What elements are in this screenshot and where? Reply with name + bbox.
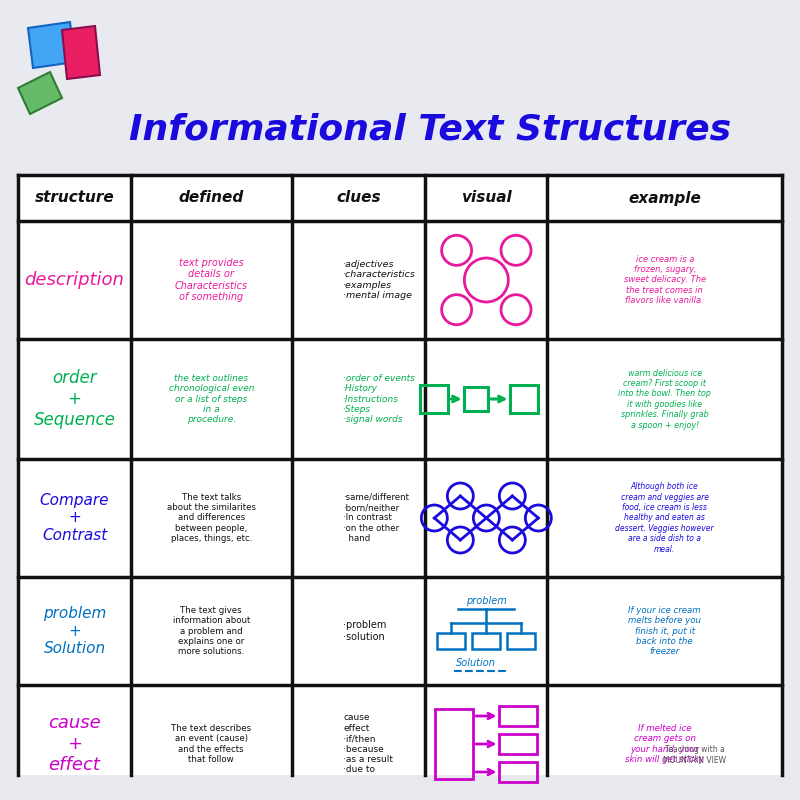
Text: example: example — [628, 190, 701, 206]
Text: visual: visual — [461, 190, 512, 206]
Bar — [507, 633, 535, 649]
Text: Informational Text Structures: Informational Text Structures — [129, 113, 731, 147]
Text: description: description — [25, 271, 125, 289]
Text: cause
+
effect: cause + effect — [48, 714, 101, 774]
Text: The text talks
about the similarites
and differences
between people,
places, thi: The text talks about the similarites and… — [166, 493, 256, 543]
Text: If your ice cream
melts before you
finish it, put it
back into the
freezer: If your ice cream melts before you finis… — [628, 606, 702, 656]
Text: The text describes
an event (cause)
and the effects
that follow: The text describes an event (cause) and … — [171, 724, 251, 764]
Text: Although both ice
cream and veggies are
food, ice cream is less
healthy and eate: Although both ice cream and veggies are … — [615, 482, 714, 554]
Bar — [499, 762, 538, 782]
Text: Compare
+
Contrast: Compare + Contrast — [40, 493, 110, 543]
Bar — [472, 633, 500, 649]
Text: ·order of events
·History
·Instructions
·Steps
·signal words: ·order of events ·History ·Instructions … — [343, 374, 415, 424]
Bar — [18, 175, 782, 775]
Text: defined: defined — [178, 190, 244, 206]
Text: structure: structure — [34, 190, 114, 206]
Text: Teaching with a
MOUNTAIN VIEW: Teaching with a MOUNTAIN VIEW — [663, 746, 726, 765]
Text: the text outlines
chronological even
or a list of steps
in a
procedure.: the text outlines chronological even or … — [169, 374, 254, 424]
Text: text provides
details or
Characteristics
of something: text provides details or Characteristics… — [174, 258, 248, 302]
Text: order
+
Sequence: order + Sequence — [34, 370, 115, 429]
Text: problem: problem — [466, 596, 506, 606]
Bar — [438, 633, 466, 649]
Text: ice cream is a
frozen, sugary,
sweet delicacy. The
the treat comes in
flavors li: ice cream is a frozen, sugary, sweet del… — [624, 254, 706, 306]
Text: ·problem
·solution: ·problem ·solution — [343, 620, 386, 642]
Text: clues: clues — [336, 190, 381, 206]
Text: If melted ice
cream gets on
your hand, your
skin will get sticky: If melted ice cream gets on your hand, y… — [626, 724, 704, 764]
Text: problem
+
Solution: problem + Solution — [43, 606, 106, 656]
Text: Solution: Solution — [456, 658, 496, 668]
Text: ·adjectives
·characteristics
·examples
·mental image: ·adjectives ·characteristics ·examples ·… — [343, 260, 416, 300]
Text: The text gives
information about
a problem and
explains one or
more solutions.: The text gives information about a probl… — [173, 606, 250, 656]
Bar — [435, 709, 474, 779]
Polygon shape — [28, 22, 75, 68]
Polygon shape — [62, 26, 100, 79]
Bar — [420, 385, 448, 413]
Bar — [499, 706, 538, 726]
Text: cause
effect
·if/then
·because
·as a result
·due to: cause effect ·if/then ·because ·as a res… — [343, 714, 394, 774]
Bar — [510, 385, 538, 413]
Text: warm delicious ice
cream? First scoop it
into the bowl. Then top
it with goodies: warm delicious ice cream? First scoop it… — [618, 369, 711, 430]
Text: ·same/different
·born/neither
·In contrast
·on the other
  hand: ·same/different ·born/neither ·In contra… — [343, 493, 410, 543]
Polygon shape — [18, 72, 62, 114]
Bar — [465, 387, 488, 411]
Bar — [499, 734, 538, 754]
